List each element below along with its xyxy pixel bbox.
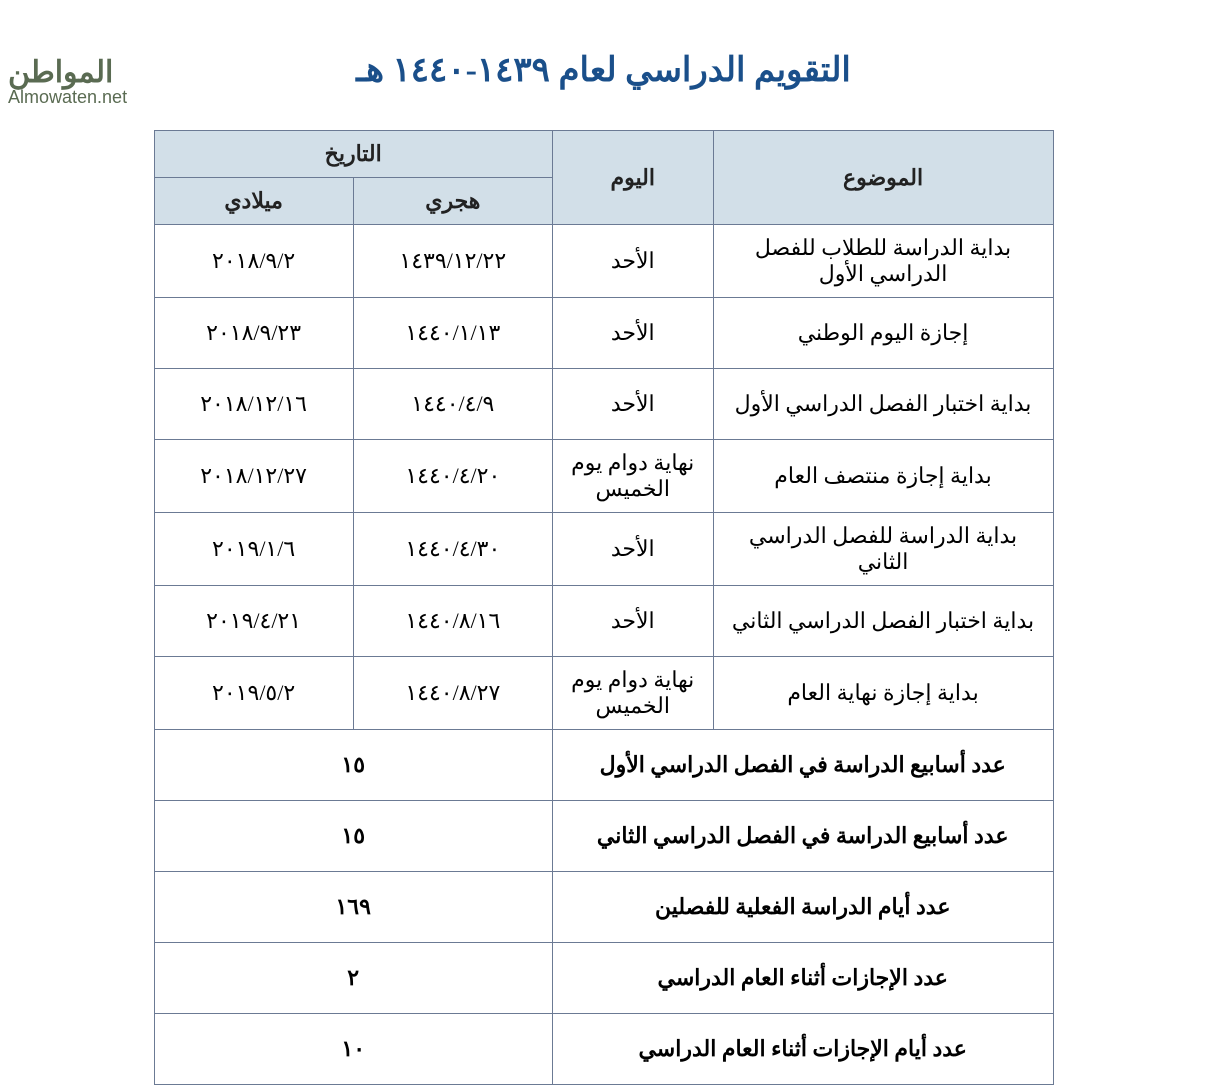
summary-value: ١٥ <box>154 801 552 872</box>
header-gregorian: ميلادي <box>154 178 353 225</box>
cell-day: الأحد <box>552 298 713 369</box>
cell-subject: إجازة اليوم الوطني <box>713 298 1053 369</box>
calendar-table-wrapper: الموضوع اليوم التاريخ هجري ميلادي بداية … <box>0 130 1207 1085</box>
cell-hijri: ١٤٤٠/٤/٣٠ <box>353 513 552 586</box>
watermark-logo: المواطن Almowaten.net <box>8 58 127 108</box>
cell-hijri: ١٤٤٠/٤/٢٠ <box>353 440 552 513</box>
header-subject: الموضوع <box>713 131 1053 225</box>
summary-row: عدد أسابيع الدراسة في الفصل الدراسي الثا… <box>154 801 1053 872</box>
cell-greg: ٢٠١٩/٤/٢١ <box>154 586 353 657</box>
header-hijri: هجري <box>353 178 552 225</box>
table-row: بداية اختبار الفصل الدراسي الأول الأحد ١… <box>154 369 1053 440</box>
cell-subject: بداية اختبار الفصل الدراسي الثاني <box>713 586 1053 657</box>
header-date-group: التاريخ <box>154 131 552 178</box>
table-row: بداية إجازة منتصف العام نهاية دوام يوم ا… <box>154 440 1053 513</box>
watermark-url: Almowaten.net <box>8 88 127 108</box>
summary-value: ١٦٩ <box>154 872 552 943</box>
cell-subject: بداية الدراسة للطلاب للفصل الدراسي الأول <box>713 225 1053 298</box>
table-row: بداية الدراسة للطلاب للفصل الدراسي الأول… <box>154 225 1053 298</box>
cell-greg: ٢٠١٨/٩/٢٣ <box>154 298 353 369</box>
cell-greg: ٢٠١٨/٩/٢ <box>154 225 353 298</box>
header-day: اليوم <box>552 131 713 225</box>
cell-subject: بداية اختبار الفصل الدراسي الأول <box>713 369 1053 440</box>
summary-row: عدد أسابيع الدراسة في الفصل الدراسي الأو… <box>154 730 1053 801</box>
cell-greg: ٢٠١٨/١٢/١٦ <box>154 369 353 440</box>
cell-hijri: ١٤٤٠/٤/٩ <box>353 369 552 440</box>
summary-label: عدد أسابيع الدراسة في الفصل الدراسي الأو… <box>552 730 1053 801</box>
calendar-table: الموضوع اليوم التاريخ هجري ميلادي بداية … <box>154 130 1054 1085</box>
summary-row: عدد الإجازات أثناء العام الدراسي ٢ <box>154 943 1053 1014</box>
summary-row: عدد أيام الدراسة الفعلية للفصلين ١٦٩ <box>154 872 1053 943</box>
cell-day: الأحد <box>552 225 713 298</box>
table-row: إجازة اليوم الوطني الأحد ١٤٤٠/١/١٣ ٢٠١٨/… <box>154 298 1053 369</box>
cell-day: الأحد <box>552 369 713 440</box>
watermark-arabic: المواطن <box>8 58 127 88</box>
summary-value: ١٠ <box>154 1014 552 1085</box>
page-title: التقويم الدراسي لعام ١٤٣٩-١٤٤٠ هـ <box>0 50 1207 90</box>
cell-day: نهاية دوام يوم الخميس <box>552 657 713 730</box>
cell-day: الأحد <box>552 586 713 657</box>
calendar-body: بداية الدراسة للطلاب للفصل الدراسي الأول… <box>154 225 1053 1085</box>
summary-label: عدد الإجازات أثناء العام الدراسي <box>552 943 1053 1014</box>
cell-hijri: ١٤٤٠/٨/١٦ <box>353 586 552 657</box>
summary-value: ٢ <box>154 943 552 1014</box>
cell-hijri: ١٤٣٩/١٢/٢٢ <box>353 225 552 298</box>
summary-label: عدد أيام الدراسة الفعلية للفصلين <box>552 872 1053 943</box>
cell-hijri: ١٤٤٠/١/١٣ <box>353 298 552 369</box>
table-row: بداية إجازة نهاية العام نهاية دوام يوم ا… <box>154 657 1053 730</box>
summary-value: ١٥ <box>154 730 552 801</box>
cell-subject: بداية إجازة نهاية العام <box>713 657 1053 730</box>
cell-subject: بداية إجازة منتصف العام <box>713 440 1053 513</box>
summary-label: عدد أيام الإجازات أثناء العام الدراسي <box>552 1014 1053 1085</box>
table-row: بداية اختبار الفصل الدراسي الثاني الأحد … <box>154 586 1053 657</box>
summary-row: عدد أيام الإجازات أثناء العام الدراسي ١٠ <box>154 1014 1053 1085</box>
cell-greg: ٢٠١٩/٥/٢ <box>154 657 353 730</box>
cell-greg: ٢٠١٨/١٢/٢٧ <box>154 440 353 513</box>
table-row: بداية الدراسة للفصل الدراسي الثاني الأحد… <box>154 513 1053 586</box>
cell-greg: ٢٠١٩/١/٦ <box>154 513 353 586</box>
cell-subject: بداية الدراسة للفصل الدراسي الثاني <box>713 513 1053 586</box>
summary-label: عدد أسابيع الدراسة في الفصل الدراسي الثا… <box>552 801 1053 872</box>
cell-day: نهاية دوام يوم الخميس <box>552 440 713 513</box>
cell-hijri: ١٤٤٠/٨/٢٧ <box>353 657 552 730</box>
cell-day: الأحد <box>552 513 713 586</box>
